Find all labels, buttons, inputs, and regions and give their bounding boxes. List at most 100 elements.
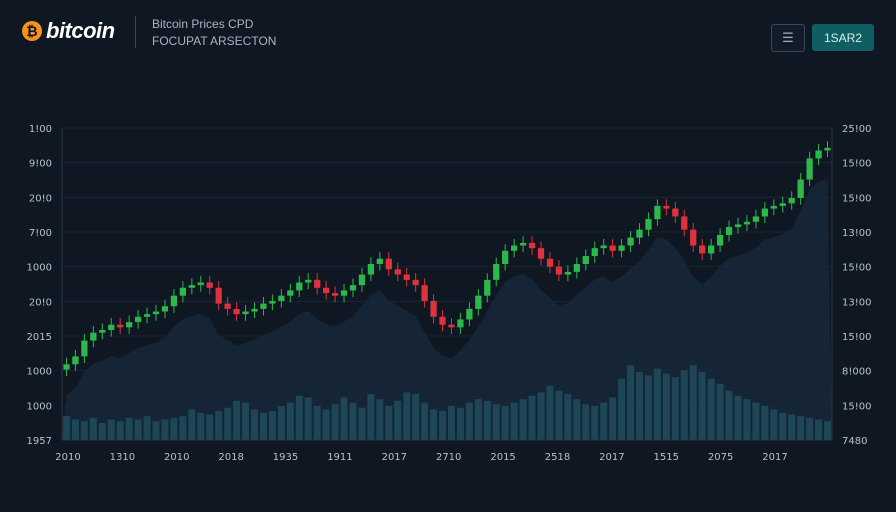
volume-bar (430, 409, 438, 440)
chart-subtitle-line2: FOCUPAT ARSECTON (152, 34, 277, 48)
candle-body (314, 279, 321, 288)
volume-bar (653, 368, 661, 440)
candle-body (645, 219, 652, 230)
volume-bar (376, 399, 384, 440)
right-tick-label: 15!00 (842, 159, 871, 170)
candle-body (484, 279, 491, 296)
right-tick-label: 15!00 (842, 401, 871, 412)
candle-body (260, 303, 267, 309)
trend-area (62, 178, 832, 440)
volume-bar (662, 373, 670, 440)
candle-body (224, 303, 231, 309)
volume-bar (448, 406, 455, 440)
candle-body (511, 245, 518, 251)
candlesticks (63, 141, 831, 377)
candle-body (152, 311, 160, 315)
right-tick-label: 15!00 (842, 193, 871, 204)
candle-body (385, 258, 392, 270)
candle-body (537, 248, 545, 259)
volume-bar (797, 416, 805, 440)
volume-bar (367, 394, 375, 440)
candle-body (636, 229, 643, 238)
candle-body (591, 248, 598, 257)
candle-body (108, 324, 115, 330)
left-tick-label: 1957 (27, 436, 52, 447)
left-tick-label: 1000 (27, 367, 52, 378)
volume-bar (304, 397, 312, 440)
right-tick-label: 15!00 (842, 263, 871, 274)
left-axis-ticks: 1!00 9!00 20!0 7!00 1000 20!0 2015 1000 1000 1957 (27, 124, 52, 447)
action-button[interactable]: 1SAR2 (812, 24, 874, 51)
right-tick-label: 13!00 (842, 228, 871, 239)
volume-bar (242, 402, 250, 440)
volume-bar (483, 400, 491, 440)
candle-body (242, 311, 249, 315)
left-tick-label: 7!00 (29, 228, 52, 239)
candle-body (716, 234, 724, 246)
volume-bar (636, 372, 643, 440)
x-tick-label: 1310 (110, 452, 135, 463)
volume-bar (134, 419, 142, 440)
candle-body (609, 245, 616, 251)
candle-body (376, 258, 383, 264)
volume-bar (107, 419, 115, 440)
candle-body (573, 264, 580, 272)
volume-bar (63, 416, 70, 440)
volume-bar (152, 421, 160, 440)
volume-bar (340, 397, 348, 440)
left-tick-label: 1000 (27, 263, 52, 274)
header-divider (135, 16, 136, 48)
volume-bar (707, 378, 715, 440)
volume-bar (421, 402, 429, 440)
candle-body (349, 285, 357, 291)
candle-body (117, 324, 124, 328)
volume-bar (197, 412, 205, 440)
volume-bar (456, 407, 464, 440)
volume-bar (689, 365, 697, 440)
candle-body (287, 290, 294, 296)
candle-body (824, 147, 831, 151)
candle-body (779, 203, 786, 206)
candle-body (457, 319, 464, 328)
candle-body (421, 285, 428, 301)
candle-body (448, 324, 455, 328)
volume-bar (698, 372, 706, 440)
candle-body (752, 216, 760, 222)
volume-bar (680, 370, 688, 440)
x-tick-label: 2017 (599, 452, 624, 463)
candle-body (690, 229, 697, 246)
menu-button[interactable]: ☰ (771, 24, 805, 52)
volume-bar (98, 423, 106, 440)
candle-body (734, 224, 742, 228)
app-header: ₿ bitcoin Bitcoin Prices CPD FOCUPAT ARS… (0, 0, 896, 70)
candle-body (663, 205, 670, 209)
x-tick-label: 2010 (164, 452, 189, 463)
right-tick-label: 13!00 (842, 297, 871, 308)
volume-bar (313, 406, 321, 440)
volume-bar (761, 406, 769, 440)
brand-logo[interactable]: ₿ bitcoin (22, 18, 115, 44)
volume-bar (582, 404, 590, 440)
candle-body (63, 364, 70, 370)
candle-body (672, 208, 679, 217)
candle-body (475, 295, 482, 309)
candle-body (806, 158, 813, 180)
volume-bar (215, 411, 223, 440)
volume-bar (519, 399, 527, 440)
volume-bar (143, 416, 151, 440)
left-tick-label: 20!0 (29, 193, 52, 204)
candle-body (161, 306, 169, 312)
candle-body (81, 340, 88, 357)
volume-bar (770, 409, 778, 440)
volume-bar (815, 419, 823, 440)
candle-body (251, 308, 258, 312)
candle-body (403, 274, 410, 280)
candle-body (179, 287, 187, 296)
candle-body (412, 279, 419, 286)
candle-body (72, 356, 79, 365)
right-tick-label: 15!00 (842, 332, 871, 343)
candle-body (528, 242, 536, 249)
candle-body (761, 208, 768, 217)
candle-body (188, 285, 195, 288)
